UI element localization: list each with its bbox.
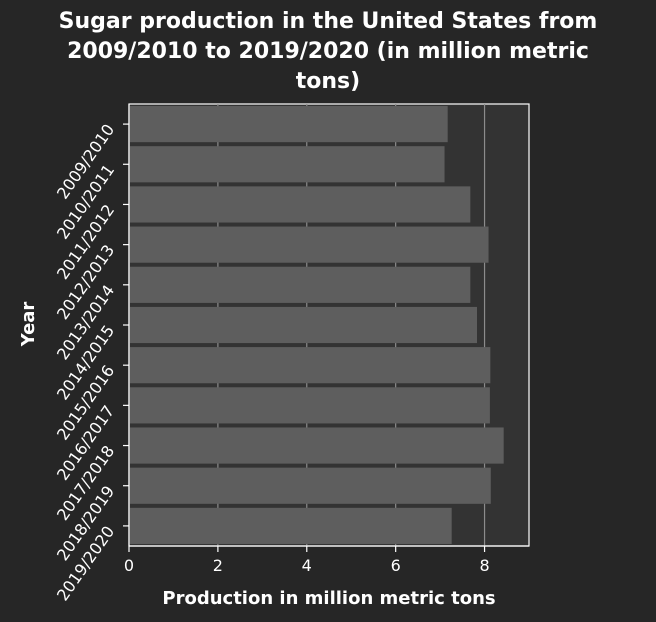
bar bbox=[129, 146, 445, 183]
x-tick-label: 0 bbox=[124, 556, 134, 575]
bar bbox=[129, 226, 489, 263]
bar bbox=[129, 347, 491, 384]
x-axis-label: Production in million metric tons bbox=[162, 588, 495, 609]
x-tick-label: 4 bbox=[302, 556, 312, 575]
bar bbox=[129, 306, 477, 344]
bar bbox=[129, 106, 448, 143]
bar bbox=[129, 266, 471, 303]
y-axis-label: Year bbox=[18, 302, 39, 348]
bar bbox=[129, 467, 491, 504]
bars bbox=[129, 106, 504, 544]
x-tick-label: 6 bbox=[391, 556, 401, 575]
chart-title-line-3: tons) bbox=[296, 69, 360, 94]
bar bbox=[129, 507, 452, 544]
bar bbox=[129, 387, 490, 424]
axes bbox=[123, 104, 529, 552]
chart-title-line-2: 2009/2010 to 2019/2020 (in million metri… bbox=[67, 39, 589, 64]
bar bbox=[129, 186, 471, 223]
x-tick-label: 2 bbox=[213, 556, 223, 575]
x-tick-label: 8 bbox=[479, 556, 489, 575]
bar bbox=[129, 427, 504, 464]
chart-title-line-1: Sugar production in the United States fr… bbox=[59, 9, 598, 34]
